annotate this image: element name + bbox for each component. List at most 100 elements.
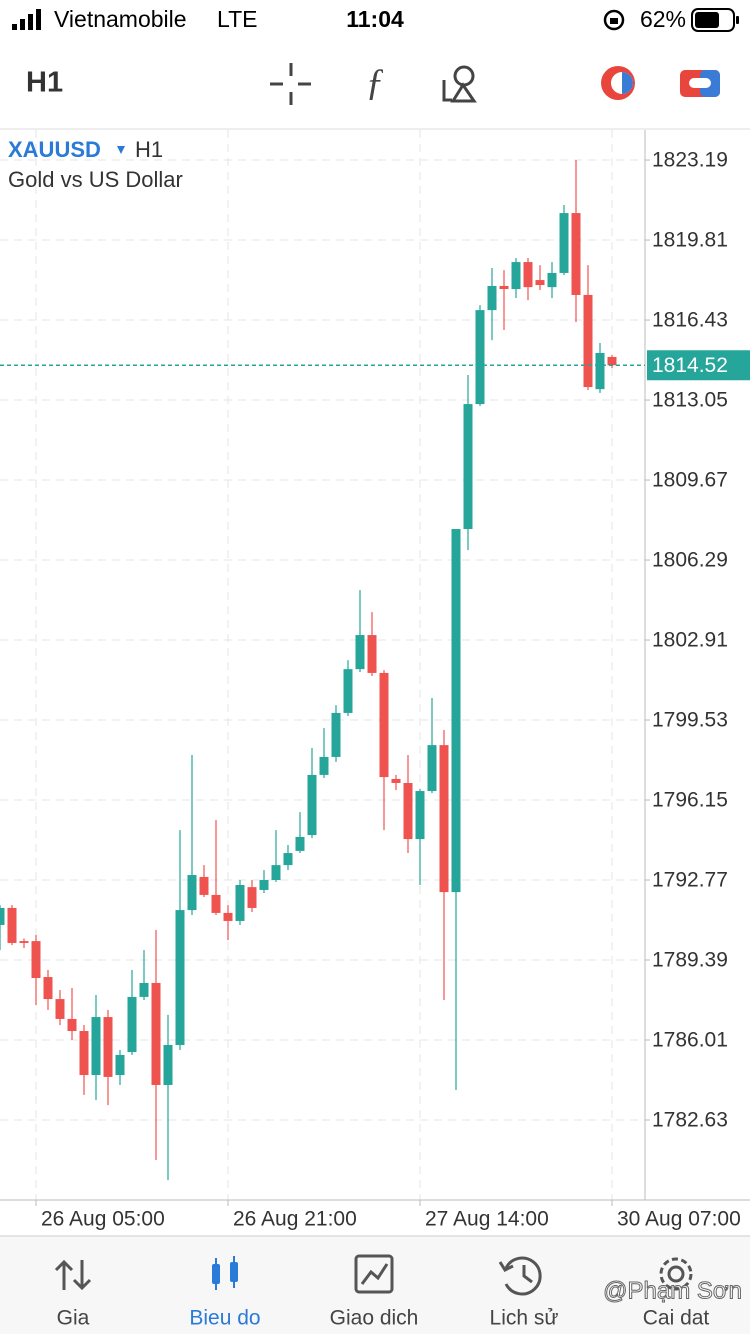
timeframe-button[interactable]: H1 [26, 67, 63, 99]
candle-body [19, 941, 29, 943]
y-tick-label: 1819.81 [652, 229, 728, 252]
signal-bar [36, 9, 41, 30]
candle-body [0, 907, 5, 925]
y-tick-label: 1799.53 [652, 709, 728, 732]
x-tick-label: 30 Aug 07:00 [617, 1208, 741, 1231]
candle-body [571, 213, 581, 295]
candle-body [559, 213, 569, 273]
battery-fill [695, 12, 719, 28]
candle-body [439, 745, 449, 893]
candle-body [31, 941, 41, 979]
candle-body [427, 745, 437, 792]
y-tick-label: 1796.15 [652, 789, 728, 812]
battery-tip [736, 16, 739, 24]
candle-body [511, 262, 521, 290]
candle-body [199, 876, 209, 895]
candle-body [115, 1054, 125, 1076]
lock-icon [610, 18, 618, 24]
symbol-dropdown[interactable] [117, 146, 125, 154]
candle-body [307, 774, 317, 836]
y-tick-label: 1786.01 [652, 1029, 728, 1052]
y-tick-label: 1823.19 [652, 149, 728, 172]
chart-timeframe: H1 [135, 137, 163, 162]
trade-button[interactable] [601, 66, 635, 100]
candle-body [487, 285, 497, 311]
candle-body [535, 280, 545, 286]
candle-body [187, 875, 197, 911]
candle-body [295, 836, 305, 851]
candle-body [271, 865, 281, 881]
battery-level: 62% [640, 6, 686, 32]
candle-body [583, 294, 593, 388]
candle-body [319, 756, 329, 775]
candle-body [607, 356, 617, 366]
candle-body [91, 1017, 101, 1076]
toolbar: H1 ƒ [26, 62, 720, 105]
account-button[interactable] [680, 70, 720, 97]
last-price-tag [647, 350, 750, 381]
candle-body [283, 853, 293, 866]
tab-label[interactable]: Bieu do [189, 1307, 260, 1330]
quotes-icon [54, 1259, 92, 1291]
candle-body [523, 262, 533, 288]
y-tick-label: 1789.39 [652, 949, 728, 972]
candle-body [127, 996, 137, 1053]
last-price-label: 1814.52 [652, 354, 728, 377]
signal-bar [12, 24, 17, 30]
y-tick-label: 1806.29 [652, 549, 728, 572]
candle-body [175, 910, 185, 1045]
symbol-description: Gold vs US Dollar [8, 167, 183, 192]
candle-body [475, 310, 485, 405]
candle-body [151, 982, 161, 1085]
tab-bar: Gia Bieu do Giao dich Lich sử Cai dat [0, 1235, 750, 1334]
candle-body [223, 912, 233, 921]
tab-bar-bg [0, 1236, 750, 1334]
candle-body [391, 778, 401, 783]
lock-icon [603, 9, 625, 31]
x-tick-label: 26 Aug 05:00 [41, 1208, 165, 1231]
candle-body [7, 907, 17, 943]
candle-body [259, 880, 269, 890]
y-tick-label: 1809.67 [652, 469, 728, 492]
candle-body [331, 712, 341, 757]
candle-body [595, 352, 605, 390]
candle-body [379, 672, 389, 778]
candle-body [211, 894, 221, 913]
x-tick-label: 27 Aug 14:00 [425, 1208, 549, 1231]
network: LTE [217, 6, 257, 32]
tab-label[interactable]: Giao dich [330, 1307, 419, 1330]
candle-body [343, 669, 353, 713]
candle-body [79, 1031, 89, 1076]
candle-body [355, 635, 365, 670]
x-tick-label: 26 Aug 21:00 [233, 1208, 357, 1231]
tab-label[interactable]: Lich sử [490, 1307, 559, 1330]
tab-label[interactable]: Gia [57, 1307, 90, 1330]
candle-body [235, 884, 245, 921]
watermark: @Phạm Sơn [603, 1277, 742, 1304]
objects-button[interactable] [442, 65, 477, 103]
status-bar: Vietnamobile LTE 11:04 62% [12, 6, 739, 32]
chart-icon [212, 1256, 238, 1290]
candle-body [547, 272, 557, 288]
candle-body [247, 887, 257, 908]
carrier: Vietnamobile [54, 6, 187, 32]
history-icon [498, 1256, 542, 1296]
candle-body [55, 999, 65, 1019]
tab-label[interactable]: Cai dat [643, 1307, 710, 1330]
signal-bar [20, 19, 25, 30]
y-tick-label: 1802.91 [652, 629, 728, 652]
signal-bar [28, 14, 33, 30]
indicators-button[interactable]: ƒ [366, 62, 385, 104]
candle-body [43, 977, 53, 1000]
candle-body [463, 404, 473, 530]
candle-body [415, 791, 425, 840]
candle-body [103, 1017, 113, 1077]
y-tick-label: 1813.05 [652, 389, 728, 412]
clock: 11:04 [346, 6, 404, 32]
battery-icon [691, 8, 735, 32]
candle-body [163, 1044, 173, 1085]
crosshair-button[interactable] [270, 63, 311, 105]
y-tick-label: 1782.63 [652, 1109, 728, 1132]
settings-icon [659, 1257, 693, 1291]
